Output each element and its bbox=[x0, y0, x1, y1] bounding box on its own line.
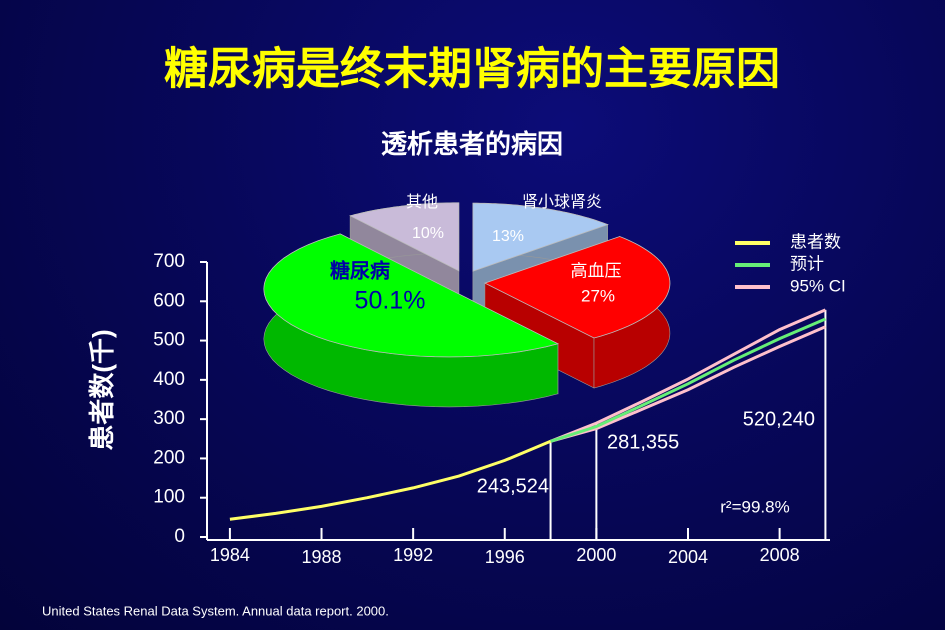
y-tick-label: 600 bbox=[153, 290, 185, 311]
legend-label: 预计 bbox=[790, 254, 824, 273]
y-tick-label: 200 bbox=[153, 447, 185, 468]
pie-category-label: 糖尿病 bbox=[330, 258, 390, 282]
x-tick-label: 2004 bbox=[668, 547, 708, 567]
pie-title: 透析患者的病因 bbox=[381, 129, 563, 159]
annotation-label: 281,355 bbox=[607, 431, 679, 453]
x-tick-label: 2000 bbox=[576, 545, 616, 565]
legend-label: 95% CI bbox=[790, 276, 846, 295]
annotation-label: 520,240 bbox=[743, 408, 815, 430]
x-tick-label: 1984 bbox=[210, 545, 250, 565]
pie-value-label: 10% bbox=[412, 225, 444, 242]
annotation-label: 243,524 bbox=[477, 475, 549, 497]
series-line bbox=[550, 317, 826, 443]
source: United States Renal Data System. Annual … bbox=[42, 603, 389, 618]
ci-line bbox=[550, 325, 826, 443]
series-line bbox=[229, 439, 552, 521]
ci-line bbox=[550, 308, 826, 443]
pie-category-label: 其他 bbox=[406, 193, 438, 211]
y-tick-label: 400 bbox=[153, 369, 185, 390]
pie-category-label: 高血压 bbox=[571, 261, 622, 280]
x-tick-label: 1992 bbox=[393, 545, 433, 565]
pie-slice bbox=[263, 233, 560, 358]
pie-value-label: 50.1% bbox=[355, 287, 426, 315]
slide-title: 糖尿病是终末期肾病的主要原因 bbox=[164, 45, 780, 94]
pie-slice bbox=[472, 202, 609, 272]
pie-slice bbox=[483, 236, 671, 339]
x-tick-label: 1988 bbox=[301, 547, 341, 567]
x-tick-label: 2008 bbox=[760, 545, 800, 565]
y-tick-label: 500 bbox=[153, 330, 185, 351]
pie-slice bbox=[349, 202, 460, 272]
y-tick-label: 0 bbox=[174, 526, 185, 547]
x-tick-label: 1996 bbox=[485, 547, 525, 567]
pie-value-label: 13% bbox=[492, 228, 524, 245]
y-tick-label: 700 bbox=[153, 251, 185, 272]
y-axis-label: 患者数(千) bbox=[87, 329, 117, 450]
pie-value-label: 27% bbox=[581, 286, 615, 305]
y-tick-label: 100 bbox=[153, 487, 185, 508]
legend-label: 患者数 bbox=[790, 232, 841, 251]
fit-note: r²=99.8% bbox=[720, 497, 789, 516]
y-tick-label: 300 bbox=[153, 408, 185, 429]
pie-category-label: 肾小球肾炎 bbox=[522, 193, 602, 211]
